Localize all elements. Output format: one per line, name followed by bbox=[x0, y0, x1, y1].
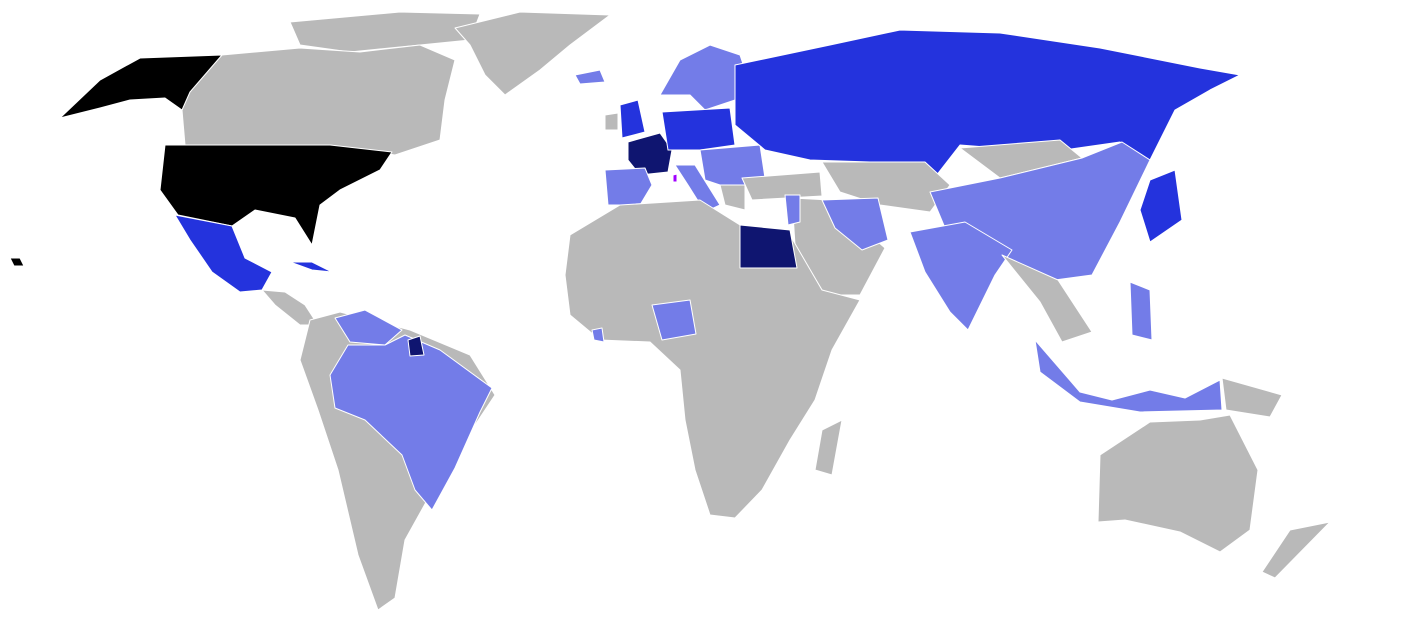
region-japan bbox=[1139, 169, 1183, 243]
region-se-asia bbox=[1001, 254, 1093, 343]
region-iceland bbox=[574, 69, 606, 85]
region-mexico bbox=[174, 214, 273, 293]
region-indonesia bbox=[1034, 339, 1223, 413]
region-cuba bbox=[289, 261, 333, 273]
region-france bbox=[627, 132, 673, 176]
region-usa bbox=[159, 144, 393, 246]
region-levant bbox=[784, 194, 801, 226]
region-egypt bbox=[739, 224, 798, 269]
region-corsica bbox=[672, 173, 678, 183]
region-spain bbox=[604, 167, 653, 206]
region-central-asia bbox=[821, 161, 951, 213]
region-alaska bbox=[59, 54, 223, 119]
region-arctic-islands bbox=[289, 11, 481, 53]
region-madagascar bbox=[814, 419, 843, 476]
region-canada bbox=[181, 44, 456, 156]
region-scandinavia bbox=[659, 44, 746, 111]
region-brazil bbox=[329, 334, 493, 511]
region-new-zealand bbox=[1261, 521, 1331, 579]
region-ireland bbox=[604, 112, 619, 131]
region-india bbox=[909, 221, 1013, 331]
region-greece bbox=[719, 184, 746, 211]
region-australia bbox=[1097, 414, 1259, 553]
region-uk bbox=[619, 99, 646, 139]
region-central-europe bbox=[661, 107, 736, 151]
region-papua-new-guinea bbox=[1221, 377, 1283, 418]
region-greenland bbox=[454, 11, 611, 96]
region-philippines bbox=[1129, 281, 1153, 341]
region-liberia bbox=[591, 327, 605, 343]
region-hawaii bbox=[9, 257, 25, 267]
region-turkey bbox=[741, 171, 823, 201]
region-iran bbox=[821, 197, 889, 251]
region-nigeria bbox=[651, 299, 697, 341]
region-french-guiana bbox=[407, 335, 425, 357]
region-venezuela bbox=[334, 309, 403, 346]
